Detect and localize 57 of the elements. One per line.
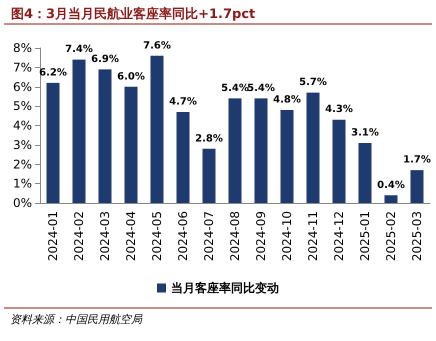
bar	[358, 142, 372, 203]
bar	[306, 92, 320, 203]
bar	[124, 86, 138, 203]
data-label: 7.4%	[65, 44, 93, 56]
y-tick-label: 3%	[12, 138, 32, 152]
data-label: 1.7%	[403, 154, 431, 166]
x-tick-label: 2025-01	[358, 211, 372, 262]
x-tick-label: 2024-11	[306, 211, 320, 262]
y-tick-label: 0%	[12, 196, 32, 210]
x-tick-label: 2024-08	[228, 211, 242, 262]
legend-label: 当月客座率同比变动	[171, 281, 279, 295]
data-label: 6.2%	[39, 67, 67, 78]
x-tick-label: 2024-01	[46, 211, 60, 262]
x-tick-label: 2024-10	[280, 211, 294, 262]
bar	[280, 110, 294, 203]
bar	[150, 56, 164, 203]
x-tick-label: 2024-05	[150, 211, 164, 262]
bar	[228, 98, 242, 203]
x-tick-label: 2024-03	[98, 211, 112, 262]
y-tick-label: 6%	[12, 80, 32, 94]
text: 资料来源：中国民用航空局	[10, 313, 143, 326]
bar	[202, 148, 216, 203]
x-tick-label: 2025-02	[384, 211, 398, 262]
x-tick-label: 2024-09	[254, 211, 268, 262]
bar	[46, 82, 60, 203]
y-tick-label: 4%	[12, 118, 32, 132]
bar	[176, 112, 190, 203]
bar	[98, 69, 112, 203]
data-label: 7.6%	[143, 40, 171, 52]
y-tick-label: 2%	[12, 157, 32, 172]
bar	[384, 195, 398, 203]
x-tick-label: 2024-06	[176, 211, 190, 262]
bar	[254, 98, 268, 203]
data-label: 6.9%	[91, 54, 119, 65]
x-tick-label: 2024-02	[72, 211, 86, 262]
x-tick-label: 2024-12	[332, 211, 346, 262]
y-tick-label: 5%	[12, 99, 32, 114]
data-label: 2.8%	[195, 133, 223, 144]
data-label: 5.4%	[221, 82, 249, 94]
data-label: 3.1%	[351, 127, 379, 138]
bar	[332, 120, 346, 203]
data-label: 5.7%	[299, 77, 327, 88]
x-tick-label: 2024-04	[124, 211, 138, 262]
y-tick-label: 8%	[12, 41, 32, 55]
data-label: 6.0%	[117, 71, 145, 82]
data-label: 5.4%	[247, 82, 275, 94]
data-label: 4.3%	[325, 104, 353, 116]
x-tick-label: 2025-03	[410, 211, 424, 262]
data-label: 0.4%	[377, 180, 405, 191]
chart-title: 图4：3月当月民航业客座率同比+1.7pct	[11, 6, 256, 22]
data-label: 4.8%	[273, 94, 301, 106]
data-label: 4.7%	[169, 96, 197, 108]
bar	[410, 170, 424, 203]
y-tick-label: 7%	[12, 60, 32, 74]
y-tick-label: 1%	[12, 176, 32, 191]
x-tick-label: 2024-07	[202, 211, 216, 262]
bar	[72, 60, 86, 203]
